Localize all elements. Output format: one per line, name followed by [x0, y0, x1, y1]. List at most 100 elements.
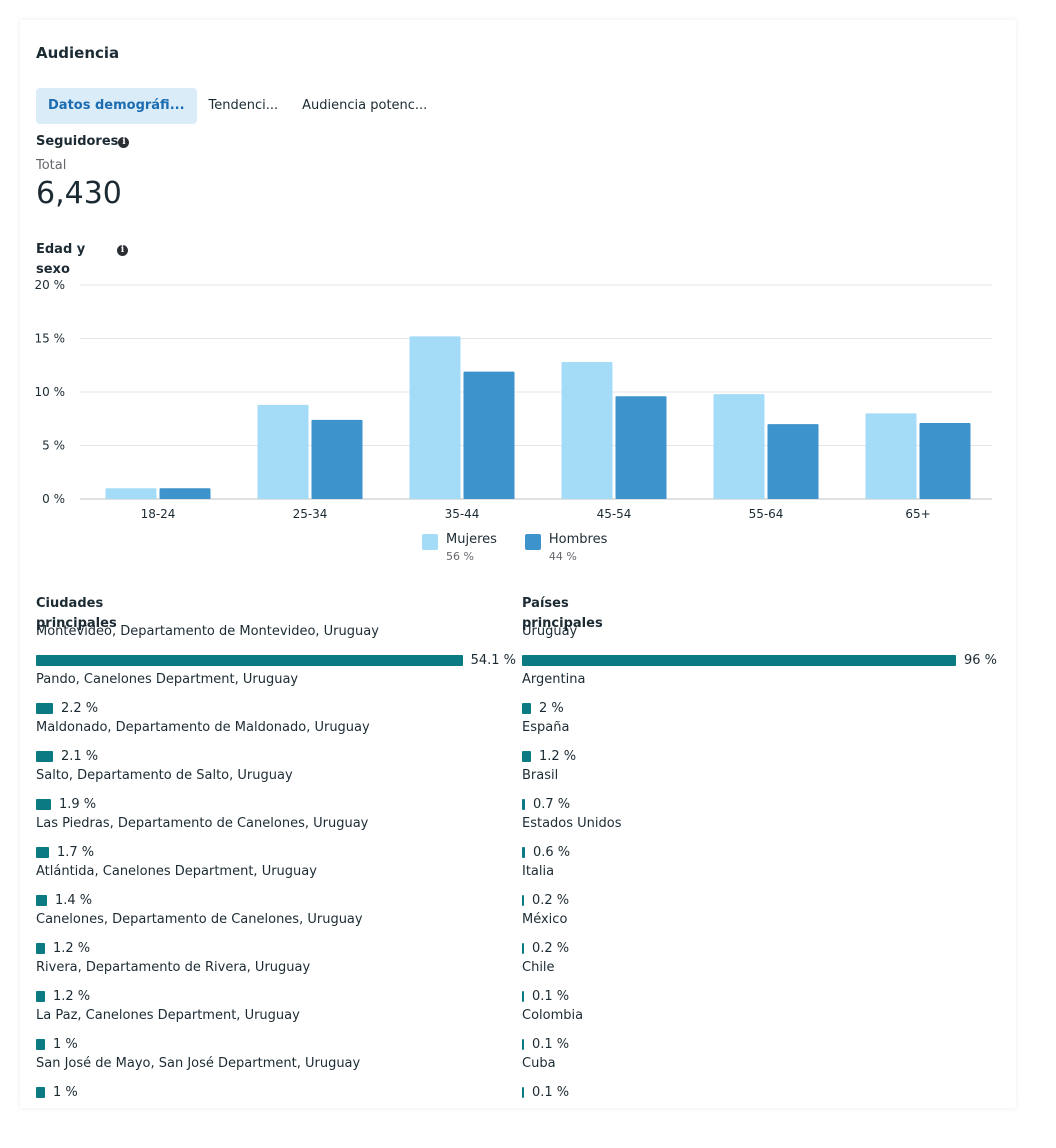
- list-item-bar: [36, 1086, 45, 1098]
- list-item: Estados Unidos 0.6 %: [522, 814, 1002, 862]
- list-item-name: Salto, Departamento de Salto, Uruguay: [36, 768, 293, 783]
- bar-men-65+[interactable]: [919, 423, 971, 499]
- legend-label-women: Mujeres: [446, 532, 497, 547]
- list-item: La Paz, Canelones Department, Uruguay 1 %: [36, 1006, 516, 1054]
- bar-women-25-34[interactable]: [257, 404, 309, 499]
- list-item-bar: [36, 942, 45, 954]
- list-item-bar-row: 2.2 %: [36, 698, 516, 718]
- list-item: Cuba 0.1 %: [522, 1054, 1002, 1102]
- list-item-bar: [36, 798, 51, 810]
- list-item-value: 1.2 %: [53, 988, 91, 1004]
- legend-pct-women: 56 %: [446, 550, 474, 563]
- bar-women-55-64[interactable]: [713, 394, 765, 499]
- list-item-value: 0.7 %: [533, 796, 571, 812]
- y-tick-label: 5 %: [42, 439, 65, 453]
- followers-total-value: 6,430: [36, 176, 122, 211]
- list-item: Las Piedras, Departamento de Canelones, …: [36, 814, 516, 862]
- list-item-value: 1.7 %: [57, 844, 95, 860]
- tab-potential-audience[interactable]: Audiencia potenc...: [302, 98, 428, 113]
- list-item-bar: [522, 654, 956, 666]
- list-item-bar-row: 1.7 %: [36, 842, 516, 862]
- legend-swatch-men: [524, 534, 541, 550]
- x-tick-label: 45-54: [597, 507, 632, 520]
- bar-women-45-54[interactable]: [561, 362, 613, 499]
- bar-men-25-34[interactable]: [311, 419, 363, 499]
- bar-men-45-54[interactable]: [615, 396, 667, 499]
- list-item-bar-row: 1 %: [36, 1034, 516, 1054]
- list-item: Brasil 0.7 %: [522, 766, 1002, 814]
- legend-label-men: Hombres: [548, 532, 608, 547]
- bar-women-35-44[interactable]: [409, 336, 461, 499]
- list-item-bar-row: 0.1 %: [522, 1034, 1002, 1054]
- legend-swatch-women: [422, 534, 438, 550]
- list-item-name: Canelones, Departamento de Canelones, Ur…: [36, 912, 363, 927]
- list-item-bar: [522, 702, 531, 714]
- list-item-value: 96 %: [964, 652, 998, 668]
- audience-card: Audiencia Datos demográfi... Tendenci...…: [20, 20, 1016, 1108]
- list-item: Uruguay 96 %: [522, 622, 1002, 670]
- list-item-name: Argentina: [522, 672, 586, 687]
- list-item-bar: [522, 990, 524, 1002]
- list-item-value: 1.2 %: [53, 940, 91, 956]
- list-item-bar-row: 0.6 %: [522, 842, 1002, 862]
- list-item-name: Montevideo, Departamento de Montevideo, …: [36, 624, 379, 639]
- info-icon[interactable]: i: [117, 245, 128, 256]
- list-item-bar: [36, 1038, 45, 1050]
- legend-pct-men: 44 %: [548, 550, 577, 563]
- tab-demographics[interactable]: Datos demográfi...: [36, 88, 197, 124]
- list-item: Italia 0.2 %: [522, 862, 1002, 910]
- age-gender-heading: Edad y sexo: [36, 242, 86, 277]
- x-tick-label: 18-24: [141, 507, 176, 520]
- countries-list: Uruguay 96 % Argentina 2 % España 1.2 % Brasil…: [522, 622, 1002, 1102]
- list-item-name: Las Piedras, Departamento de Canelones, …: [36, 816, 369, 831]
- list-item-value: 0.2 %: [532, 940, 570, 956]
- list-item-bar-row: 0.7 %: [522, 794, 1002, 814]
- bar-men-18-24[interactable]: [159, 488, 211, 499]
- x-tick-label: 25-34: [293, 507, 328, 520]
- list-item-value: 0.1 %: [532, 1036, 570, 1052]
- chart-legend: Mujeres 56 % Hombres 44 %: [422, 532, 607, 563]
- list-item-bar: [36, 846, 49, 858]
- list-item-bar: [36, 654, 463, 666]
- list-item: Chile 0.1 %: [522, 958, 1002, 1006]
- bar-women-65+[interactable]: [865, 413, 917, 499]
- list-item-name: Colombia: [522, 1008, 584, 1023]
- list-item-name: México: [522, 912, 568, 927]
- list-item-bar: [522, 1038, 524, 1050]
- list-item-value: 0.2 %: [532, 892, 570, 908]
- tab-trends[interactable]: Tendenci...: [208, 98, 279, 113]
- list-item-bar: [522, 1086, 524, 1098]
- followers-total-label: Total: [36, 158, 67, 173]
- list-item-bar-row: 1.9 %: [36, 794, 516, 814]
- legend-item-men[interactable]: Hombres 44 %: [524, 532, 608, 563]
- bar-men-35-44[interactable]: [463, 371, 515, 499]
- y-tick-label: 10 %: [35, 385, 66, 399]
- info-icon[interactable]: i: [118, 137, 130, 148]
- list-item-bar: [522, 798, 525, 810]
- list-item-name: Italia: [522, 864, 555, 879]
- list-item-value: 2.1 %: [61, 748, 99, 764]
- list-item-name: Uruguay: [522, 624, 578, 639]
- list-item-name: Rivera, Departamento de Rivera, Uruguay: [36, 960, 311, 975]
- list-item-bar-row: 54.1 %: [36, 650, 516, 670]
- list-item-bar-row: 1.2 %: [36, 986, 516, 1006]
- followers-heading-label: Seguidores: [36, 134, 119, 149]
- bar-women-18-24[interactable]: [105, 488, 157, 499]
- list-item-value: 1 %: [53, 1084, 78, 1100]
- list-item-value: 1.4 %: [55, 892, 93, 908]
- list-item-value: 0.1 %: [532, 988, 570, 1004]
- list-item-bar: [36, 990, 45, 1002]
- card-title: Audiencia: [36, 44, 120, 62]
- list-item-value: 1.9 %: [59, 796, 97, 812]
- list-item-value: 2 %: [539, 700, 564, 716]
- list-item-bar-row: 0.1 %: [522, 1082, 1002, 1102]
- list-item-name: Maldonado, Departamento de Maldonado, Ur…: [36, 720, 370, 735]
- list-item-bar-row: 1.4 %: [36, 890, 516, 910]
- legend-item-women[interactable]: Mujeres 56 %: [422, 532, 497, 563]
- y-tick-label: 20 %: [35, 278, 66, 292]
- list-item: México 0.2 %: [522, 910, 1002, 958]
- bar-men-55-64[interactable]: [767, 424, 819, 499]
- list-item-bar: [522, 942, 524, 954]
- list-item-bar: [522, 894, 524, 906]
- y-tick-label: 0 %: [42, 492, 65, 506]
